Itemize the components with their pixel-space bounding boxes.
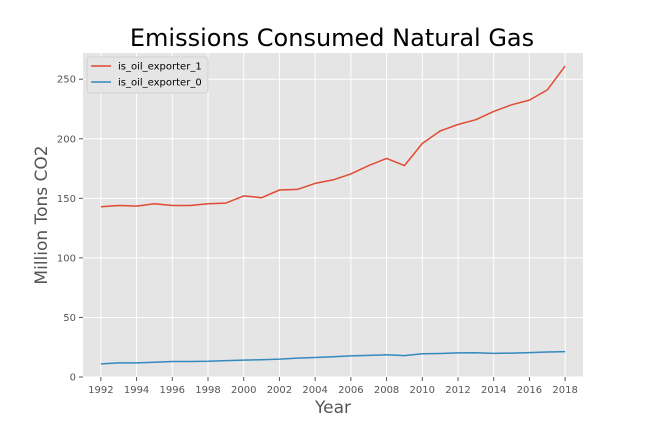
legend: is_oil_exporter_1 is_oil_exporter_0 [86, 56, 209, 94]
x-tick-label: 2000 [231, 385, 256, 396]
series-line-is-oil-exporter-0 [100, 350, 566, 365]
legend-label: is_oil_exporter_1 [118, 62, 202, 73]
x-tick-label: 2010 [410, 385, 435, 396]
y-tick-label: 250 [57, 75, 76, 86]
y-tick-label: 100 [57, 253, 76, 264]
y-tick-label: 0 [70, 373, 76, 384]
y-axis-label: Million Tons CO2 [32, 145, 52, 284]
x-tick-label: 2014 [481, 385, 506, 396]
y-tick-label: 150 [57, 194, 76, 205]
x-tick-label: 1998 [195, 385, 220, 396]
x-tick-label: 2004 [302, 385, 327, 396]
x-tick-label: 2002 [267, 385, 292, 396]
y-tick-label: 200 [57, 134, 76, 145]
series-line-is-oil-exporter-1 [100, 65, 566, 208]
x-tick-label: 1992 [88, 385, 113, 396]
y-axis: 0 50 100 150 200 250 [57, 75, 83, 384]
x-axis-label: Year [314, 398, 351, 418]
chart-title: Emissions Consumed Natural Gas [130, 24, 534, 52]
series-lines [100, 65, 566, 365]
x-tick-label: 2006 [338, 385, 363, 396]
x-axis: 1992 1994 1996 1998 2000 2002 2004 2006 2008 2010… [88, 377, 578, 396]
legend-box [86, 56, 209, 94]
x-tick-label: 1994 [124, 385, 149, 396]
x-tick-label: 2018 [552, 385, 577, 396]
legend-label: is_oil_exporter_0 [118, 78, 202, 89]
x-tick-label: 2012 [445, 385, 470, 396]
x-tick-label: 1996 [160, 385, 185, 396]
x-tick-label: 2016 [517, 385, 542, 396]
plot-area [83, 53, 583, 377]
x-tick-label: 2008 [374, 385, 399, 396]
y-tick-label: 50 [63, 313, 76, 324]
